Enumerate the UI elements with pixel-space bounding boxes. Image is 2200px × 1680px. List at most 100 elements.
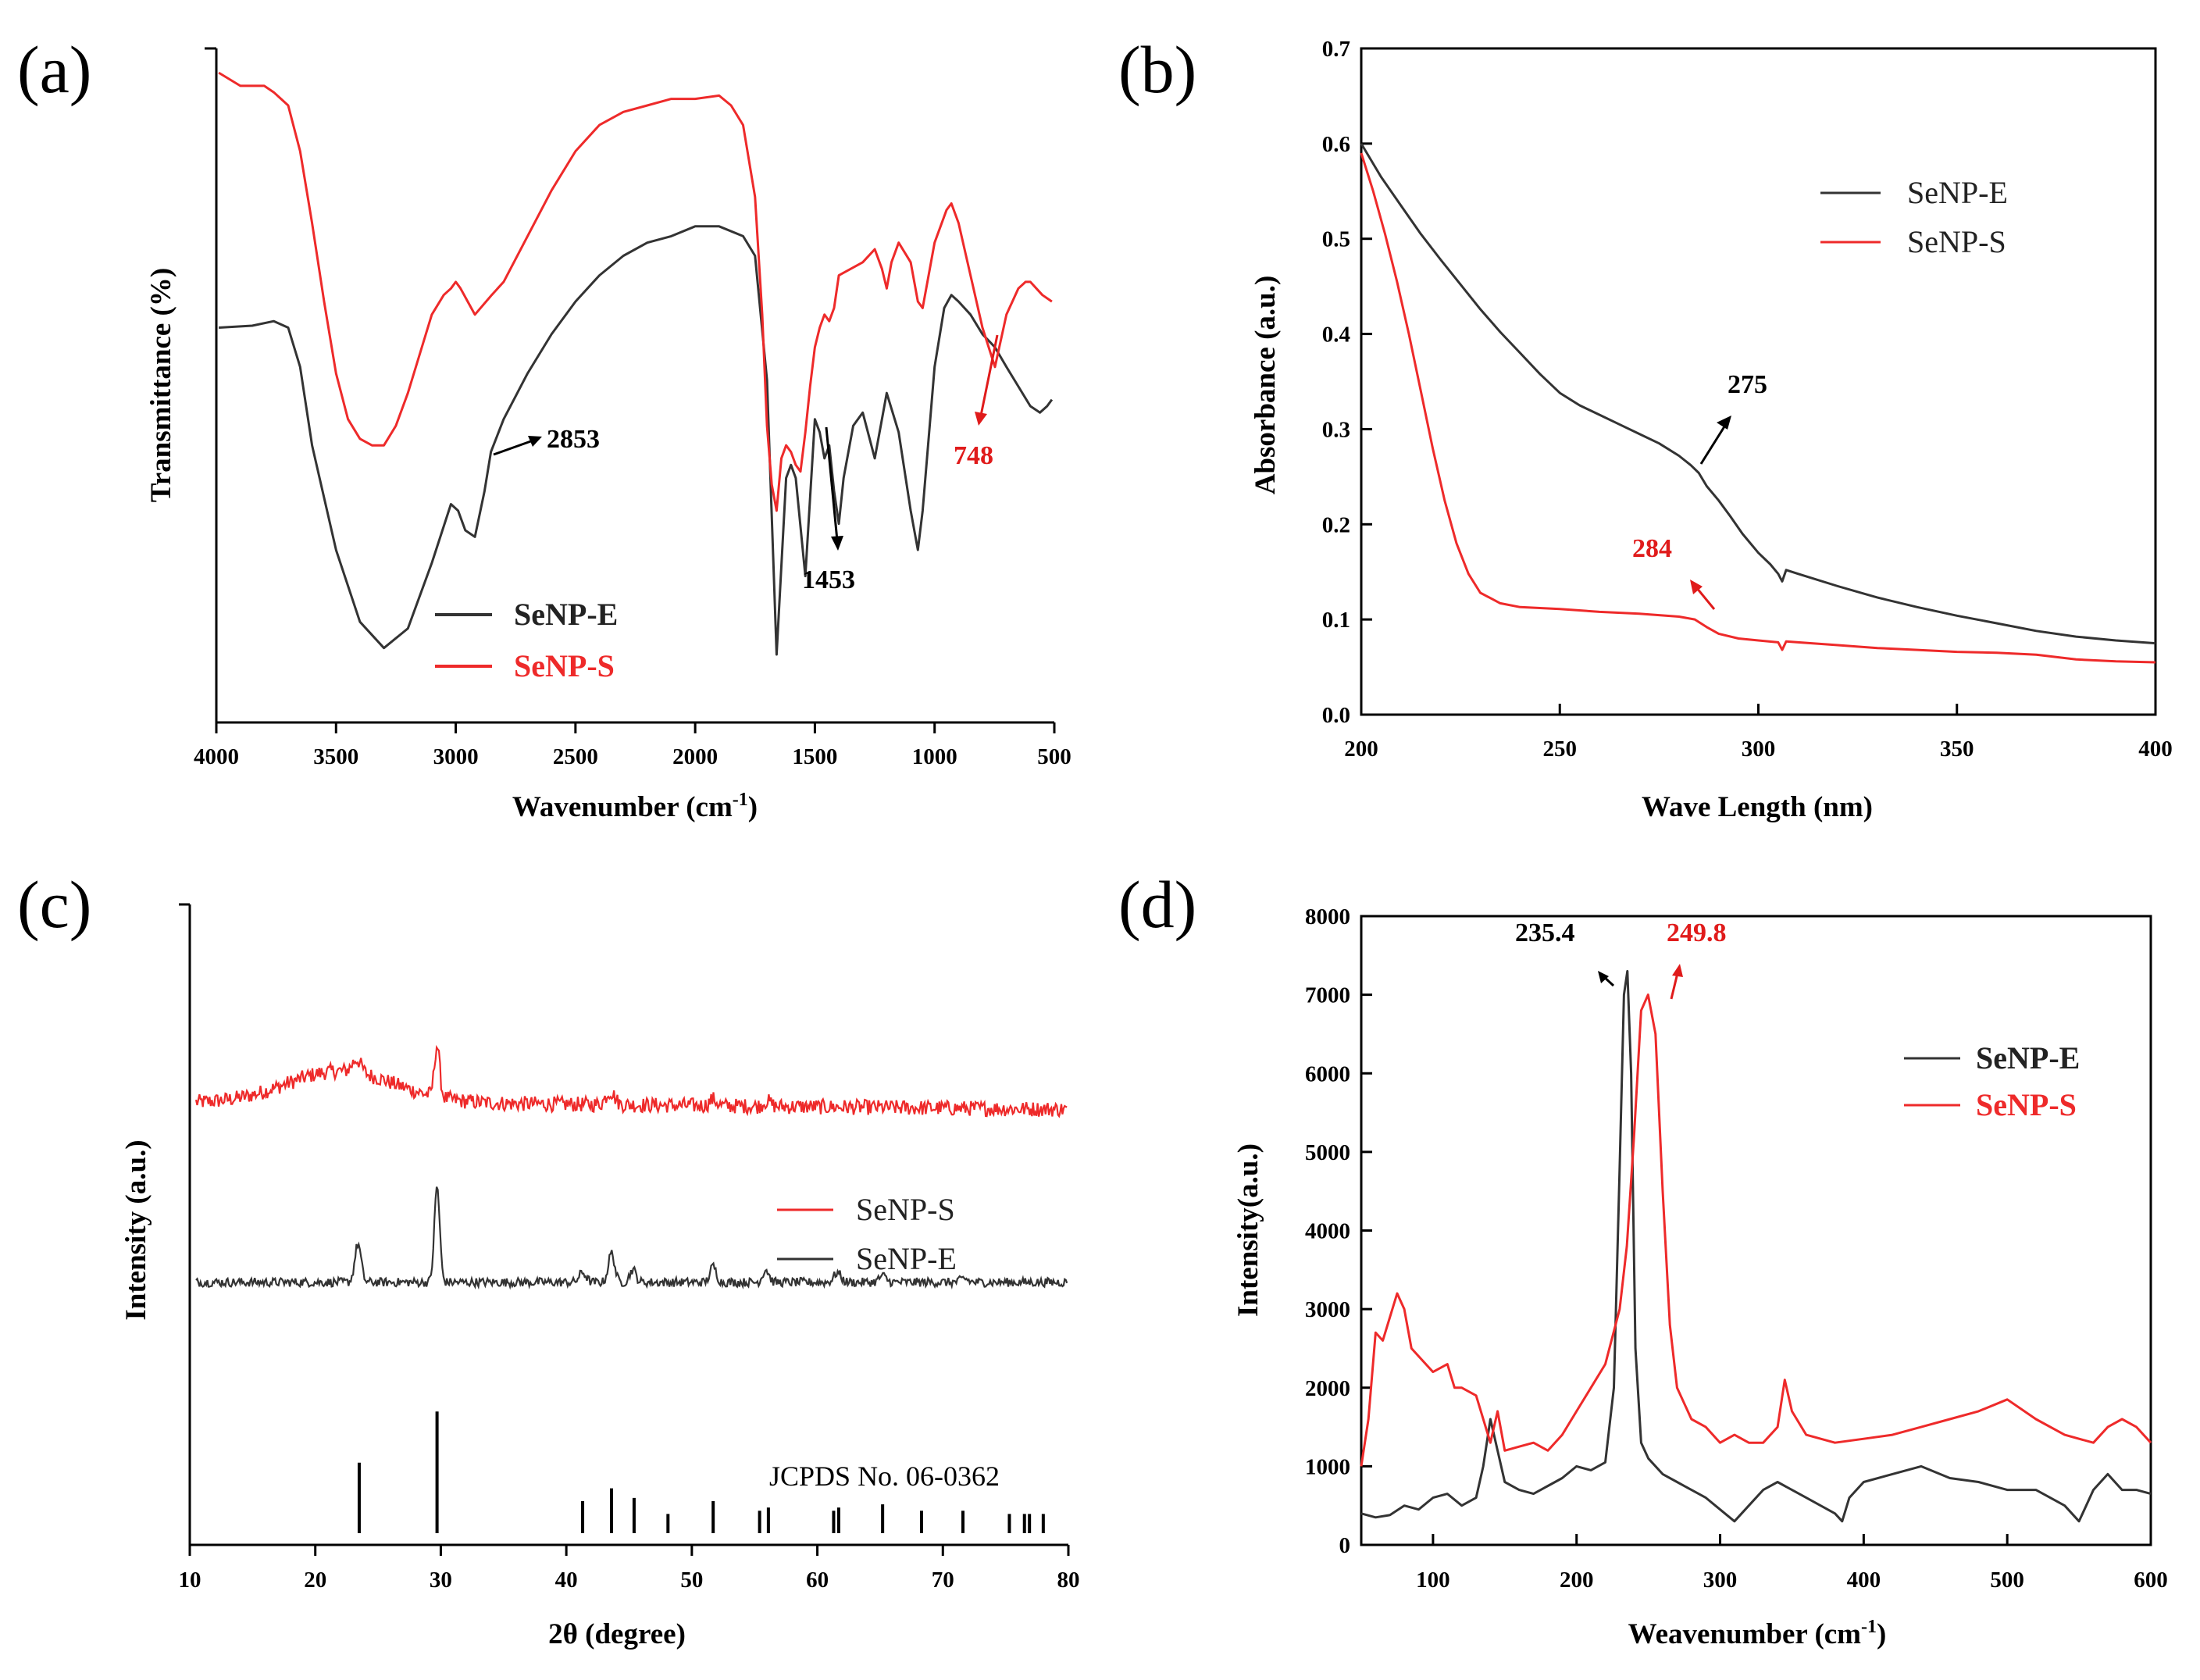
arrow-249-8-head bbox=[1672, 964, 1683, 977]
panel-label-c: (c) bbox=[17, 867, 91, 942]
x-tick-label-b-350: 350 bbox=[1940, 737, 1974, 762]
y-tick-label-b-0.2: 0.2 bbox=[1322, 512, 1350, 537]
x-tick-label-a-1000: 1000 bbox=[912, 744, 957, 769]
arrow-1453 bbox=[825, 426, 839, 541]
panel-label-b: (b) bbox=[1118, 32, 1196, 107]
y-tick-label-d-4000: 4000 bbox=[1305, 1219, 1350, 1244]
y-tick-label-b-0.5: 0.5 bbox=[1322, 227, 1350, 252]
legend-label-senp-e-d: SeNP-E bbox=[1976, 1040, 2080, 1075]
series-b bbox=[1360, 143, 2156, 664]
legend-b: SeNP-E SeNP-S bbox=[1820, 175, 2008, 259]
x-tick-label-b-250: 250 bbox=[1543, 737, 1578, 762]
x-ticks-c: 10 20 30 40 50 60 70 80 bbox=[179, 1545, 1080, 1593]
y-tick-label-b-0.0: 0.0 bbox=[1322, 703, 1350, 728]
panel-label-d: (d) bbox=[1118, 867, 1196, 942]
y-tick-label-b-0.3: 0.3 bbox=[1322, 417, 1350, 442]
y-tick-label-d-5000: 5000 bbox=[1305, 1140, 1350, 1165]
x-tick-label-a-3000: 3000 bbox=[433, 744, 479, 769]
x-axis-label-a: Wavenumber (cm-1) bbox=[512, 790, 758, 823]
y-tick-label-b-0.4: 0.4 bbox=[1322, 323, 1350, 348]
x-tick-label-d-100: 100 bbox=[1416, 1568, 1450, 1593]
series-line-a-senp-e bbox=[219, 225, 1054, 656]
plot-frame-d bbox=[1360, 915, 2152, 1546]
y-ticks-d: 0 1000 2000 3000 4000 5000 6000 7000 8000 bbox=[1305, 904, 1372, 1558]
annotation-275: 275 bbox=[1728, 370, 1767, 399]
panel-d: (d) 100 200 300 400 500 600 0 1000 2000 3000 4000… bbox=[1118, 867, 2168, 1650]
arrow-748 bbox=[979, 334, 999, 416]
legend-a: SeNP-E SeNP-S bbox=[435, 597, 618, 683]
y-tick-label-d-2000: 2000 bbox=[1305, 1376, 1350, 1401]
x-tick-label-c-40: 40 bbox=[555, 1568, 578, 1593]
annotation-235-4: 235.4 bbox=[1515, 918, 1575, 947]
x-tick-label-c-60: 60 bbox=[806, 1568, 829, 1593]
x-tick-label-a-3500: 3500 bbox=[313, 744, 358, 769]
x-tick-label-a-2000: 2000 bbox=[672, 744, 718, 769]
x-tick-label-c-10: 10 bbox=[179, 1568, 201, 1593]
legend-label-senp-s-c: SeNP-S bbox=[856, 1192, 955, 1227]
x-tick-label-c-70: 70 bbox=[932, 1568, 954, 1593]
series-c bbox=[194, 1044, 1068, 1533]
x-tick-label-b-300: 300 bbox=[1742, 737, 1776, 762]
x-axis-label-d: Weavenumber (cm-1) bbox=[1628, 1617, 1887, 1650]
annotation-748: 748 bbox=[954, 441, 993, 470]
series-a bbox=[218, 71, 1054, 656]
panel-c: (c) 10 20 30 40 50 60 70 80 2θ (degree) Intensi… bbox=[17, 867, 1080, 1650]
arrow-2853-head bbox=[528, 436, 542, 447]
x-axis-label-b: Wave Length (nm) bbox=[1642, 791, 1873, 823]
legend-label-senp-s-d: SeNP-S bbox=[1976, 1087, 2077, 1122]
y-tick-label-d-0: 0 bbox=[1339, 1533, 1351, 1558]
y-tick-label-d-7000: 7000 bbox=[1305, 983, 1350, 1008]
x-axis-label-c: 2θ (degree) bbox=[548, 1618, 686, 1650]
arrow-275 bbox=[1699, 423, 1728, 465]
panel-label-a: (a) bbox=[17, 32, 91, 107]
y-tick-label-d-8000: 8000 bbox=[1305, 904, 1350, 929]
arrow-2853 bbox=[493, 437, 538, 456]
arrow-275-head bbox=[1717, 416, 1731, 430]
annotations-b: 275 284 bbox=[1632, 370, 1767, 610]
y-axis-label-a: Transmittance (%) bbox=[145, 268, 177, 502]
x-ticks-a: 4000 3500 3000 2500 2000 1500 1000 500 bbox=[194, 722, 1071, 769]
series-d bbox=[1360, 969, 2152, 1523]
y-tick-label-d-1000: 1000 bbox=[1305, 1454, 1350, 1479]
x-tick-label-b-400: 400 bbox=[2138, 737, 2173, 762]
x-tick-label-a-4000: 4000 bbox=[194, 744, 239, 769]
x-tick-label-c-30: 30 bbox=[430, 1568, 452, 1593]
arrow-249-8 bbox=[1670, 972, 1679, 1000]
series-line-d-senp-s bbox=[1360, 993, 2152, 1467]
annotation-284: 284 bbox=[1632, 534, 1672, 563]
x-ticks-b: 200 250 300 350 400 bbox=[1344, 704, 2173, 762]
legend-c: SeNP-S SeNP-E bbox=[777, 1192, 957, 1276]
legend-label-senp-e-a: SeNP-E bbox=[514, 597, 618, 632]
series-line-c-senp-e bbox=[195, 1186, 1068, 1290]
y-axis-label-b: Absorbance (a.u.) bbox=[1250, 276, 1282, 495]
y-tick-label-d-6000: 6000 bbox=[1305, 1061, 1350, 1086]
x-tick-label-a-1500: 1500 bbox=[792, 744, 837, 769]
x-tick-label-c-20: 20 bbox=[304, 1568, 326, 1593]
annotation-249-8: 249.8 bbox=[1667, 918, 1727, 947]
panel-b: (b) 200 250 300 350 400 0.0 0.1 0.2 0.3 0.4 0.5 0.… bbox=[1118, 32, 2173, 823]
series-line-b-senp-s bbox=[1360, 152, 2156, 664]
series-line-d-senp-e bbox=[1360, 969, 2152, 1523]
x-tick-label-c-50: 50 bbox=[680, 1568, 703, 1593]
y-ticks-b: 0.0 0.1 0.2 0.3 0.4 0.5 0.6 0.7 bbox=[1322, 37, 1372, 728]
x-tick-label-d-400: 400 bbox=[1847, 1568, 1881, 1593]
legend-label-senp-e-b: SeNP-E bbox=[1907, 175, 2008, 210]
x-tick-label-b-200: 200 bbox=[1344, 737, 1378, 762]
y-tick-label-b-0.7: 0.7 bbox=[1322, 37, 1350, 62]
panel-a: (a) 4000 3500 3000 2500 2000 1500 1000 500 Wave… bbox=[17, 32, 1071, 823]
x-ticks-d: 100 200 300 400 500 600 bbox=[1416, 1534, 2168, 1593]
x-tick-label-c-80: 80 bbox=[1057, 1568, 1080, 1593]
annotations-d: 235.4 249.8 bbox=[1515, 918, 1727, 1000]
legend-d: SeNP-E SeNP-S bbox=[1904, 1040, 2080, 1122]
legend-label-senp-s-a: SeNP-S bbox=[514, 648, 615, 683]
legend-label-senp-e-c: SeNP-E bbox=[856, 1241, 957, 1276]
x-tick-label-a-500: 500 bbox=[1037, 744, 1071, 769]
y-tick-label-b-0.1: 0.1 bbox=[1322, 608, 1350, 633]
x-tick-label-d-500: 500 bbox=[1990, 1568, 2024, 1593]
series-line-a-senp-s bbox=[218, 71, 1053, 512]
x-tick-label-a-2500: 2500 bbox=[553, 744, 598, 769]
reference-label-jcpds: JCPDS No. 06-0362 bbox=[769, 1461, 1000, 1492]
series-line-b-senp-e bbox=[1360, 143, 2156, 645]
annotations-a: 2853 1453 748 bbox=[493, 334, 999, 594]
